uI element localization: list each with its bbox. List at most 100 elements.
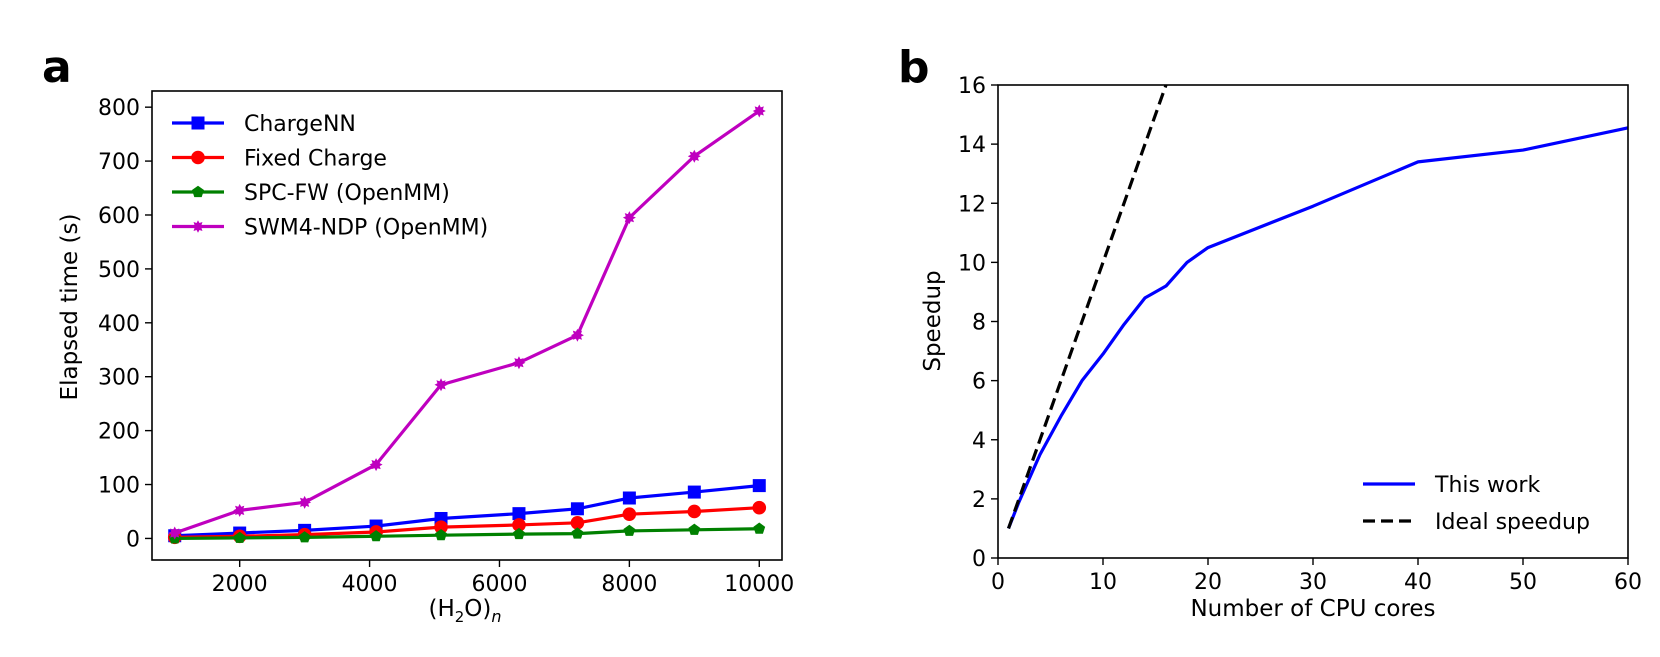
legend-label: Fixed Charge: [244, 147, 387, 172]
swm4-ndp-openmm-point: [570, 328, 584, 342]
panel-a-y-tick-label: 600: [98, 204, 140, 229]
legend-item-spc-fw-openmm: SPC-FW (OpenMM): [172, 181, 450, 206]
legend-marker: [192, 185, 204, 198]
fixed-charge-line: [174, 506, 760, 539]
panel-b-x-tick-label: 10: [1089, 570, 1117, 595]
panel-a-x-tick-label: 4000: [342, 572, 398, 597]
legend-label: SPC-FW (OpenMM): [244, 181, 450, 206]
panel-a-x-tick-label: 10000: [724, 572, 794, 597]
series-swm4-ndp-openmm: [168, 104, 766, 540]
legend-marker: [191, 220, 205, 233]
chargenn-line: [174, 484, 760, 538]
panel-b-x-tick-label: 40: [1404, 570, 1432, 595]
panel-a-y-tick-label: 400: [98, 312, 140, 337]
panel-b-plot-area: [1006, 85, 1628, 530]
fixed-charge-point: [434, 520, 448, 534]
swm4-ndp-openmm-line: [174, 109, 761, 535]
swm4-ndp-openmm-point: [168, 526, 182, 540]
spc-fw-openmm-point: [298, 531, 311, 543]
panel-b-legend: This work Ideal speedup: [1363, 473, 1590, 535]
legend-label: ChargeNN: [244, 112, 356, 137]
fixed-charge-point: [622, 507, 637, 521]
spc-fw-openmm-point: [233, 531, 246, 543]
fixed-charge-point: [512, 518, 526, 532]
panel-b-y-tick-label: 12: [958, 192, 986, 217]
panel-b-x-tick-label: 30: [1299, 570, 1327, 595]
spc-fw-openmm-point: [513, 527, 525, 540]
spc-fw-openmm-point: [753, 522, 766, 534]
panel-a-y-tick-label: 500: [98, 258, 140, 283]
spc-fw-openmm-point: [688, 523, 701, 535]
panel-b-x-tick-label: 0: [991, 570, 1005, 595]
panel-a-legend: ChargeNN Fixed Charge SPC-FW (OpenMM) SWM4-…: [172, 112, 488, 241]
panel-b-y-tick-label: 14: [958, 133, 986, 158]
panel-b: b 0 10 20 30 40 50 60 0 2 4 6 8 10 12 14 16 Speedup Num…: [898, 42, 1642, 622]
fixed-charge-point: [752, 500, 767, 515]
panel-b-y-tick-label: 0: [972, 547, 986, 572]
panel-label-a: a: [42, 42, 72, 93]
spc-fw-openmm-point: [571, 527, 584, 539]
panel-label-b: b: [898, 42, 930, 93]
series-this-work-line: [1007, 126, 1628, 530]
panel-a-y-tick-label: 300: [98, 366, 140, 391]
panel-a-y-tick-label: 0: [126, 527, 140, 552]
legend-item-this-work: This work: [1363, 473, 1540, 498]
swm4-ndp-openmm-point: [622, 211, 636, 225]
chargenn-point: [622, 491, 636, 505]
chargenn-point: [687, 485, 701, 499]
panel-b-y-tick-label: 4: [972, 429, 986, 454]
series-ideal-speedup-line: [1006, 85, 1168, 529]
panel-b-y-tick-label: 8: [972, 311, 986, 336]
panel-b-y-tick-label: 6: [972, 370, 986, 395]
legend-item-chargenn: ChargeNN: [172, 112, 356, 137]
panel-b-y-axis-label: Speedup: [920, 270, 946, 371]
legend-marker: [191, 150, 205, 165]
chargenn-point: [752, 479, 766, 493]
legend-label: This work: [1434, 473, 1540, 498]
panel-a-y-axis-label: Elapsed time (s): [57, 214, 83, 401]
swm4-ndp-openmm-point: [233, 503, 247, 517]
fixed-charge-point: [570, 516, 585, 530]
panel-a-x-axis-label: (H2O)n: [428, 596, 501, 626]
spc-fw-openmm-point: [370, 530, 382, 542]
series-chargenn: [168, 479, 766, 543]
swm4-ndp-openmm-point: [434, 378, 448, 392]
chargenn-point: [570, 502, 584, 516]
series-spc-fw-openmm: [168, 522, 766, 544]
panel-a-y-tick-label: 800: [98, 96, 140, 121]
chargenn-point: [512, 507, 526, 521]
panel-a-ticks: 2000 4000 6000 8000 10000 0 100 200 300 400 500 600…: [98, 96, 794, 597]
swm4-ndp-openmm-point: [752, 104, 766, 118]
panel-b-x-tick-label: 60: [1614, 570, 1642, 595]
panel-a-y-tick-label: 100: [98, 474, 140, 499]
panel-b-x-axis-label: Number of CPU cores: [1190, 596, 1435, 622]
panel-b-y-tick-label: 16: [958, 74, 986, 99]
panel-a-x-tick-label: 8000: [601, 572, 657, 597]
panel-a-y-tick-label: 700: [98, 150, 140, 175]
legend-label: Ideal speedup: [1435, 510, 1590, 535]
spc-fw-openmm-point: [435, 529, 447, 541]
panel-a: a 2000 4000 6000 8000 10000 0 100 200 300 400 500 6…: [42, 42, 794, 626]
swm4-ndp-openmm-point: [512, 356, 526, 370]
panel-b-y-tick-label: 2: [972, 488, 986, 513]
swm4-ndp-openmm-point: [298, 495, 312, 509]
spc-fw-openmm-line: [174, 527, 760, 541]
fixed-charge-point: [687, 504, 702, 519]
legend-label: SWM4-NDP (OpenMM): [244, 216, 488, 241]
swm4-ndp-openmm-point: [369, 458, 383, 472]
panel-b-x-tick-label: 20: [1194, 570, 1222, 595]
panel-a-x-tick-label: 6000: [471, 572, 527, 597]
legend-marker: [191, 116, 205, 130]
panel-a-plot-area: [167, 104, 767, 545]
legend-item-ideal-speedup: Ideal speedup: [1363, 510, 1590, 535]
panel-a-axes-frame: [151, 90, 783, 561]
panel-b-x-tick-label: 50: [1509, 570, 1537, 595]
panel-a-x-tick-label: 2000: [212, 572, 268, 597]
panel-b-ticks: 0 10 20 30 40 50 60 0 2 4 6 8 10 12 14 16: [958, 74, 1642, 595]
legend-item-fixed-charge: Fixed Charge: [172, 147, 387, 172]
swm4-ndp-openmm-point: [687, 149, 701, 163]
panel-b-y-tick-label: 10: [958, 251, 986, 276]
legend-item-swm4-ndp-openmm: SWM4-NDP (OpenMM): [172, 216, 488, 241]
panel-a-y-tick-label: 200: [98, 420, 140, 445]
